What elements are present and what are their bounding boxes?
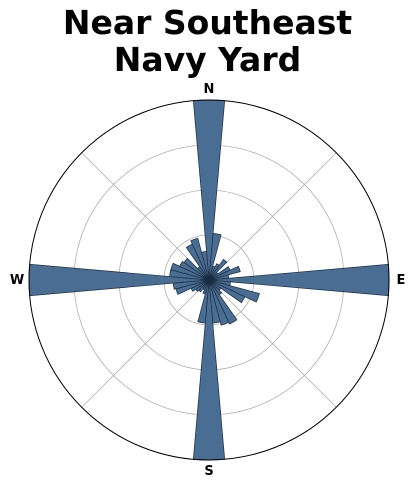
compass-label-s: S	[204, 464, 213, 479]
chart-title-line-2: Navy Yard	[113, 40, 302, 79]
outer-ring	[28, 99, 390, 461]
bar-160	[208, 279, 230, 326]
bar-150	[208, 279, 238, 325]
bar-340	[190, 237, 210, 281]
bar-310	[183, 257, 210, 281]
bar-40	[208, 258, 228, 281]
grid-spoke-225	[81, 279, 210, 408]
compass-label-w: W	[10, 273, 24, 288]
compass-label-n: N	[204, 82, 215, 97]
grid-spoke-135	[208, 279, 337, 408]
bar-120	[208, 279, 246, 304]
bar-300	[179, 260, 210, 281]
bar-350	[201, 250, 210, 281]
bar-70	[208, 265, 241, 281]
polar-bars	[28, 99, 390, 461]
grid-spoke-45	[208, 152, 337, 281]
compass-label-e: E	[397, 273, 406, 288]
chart-title: Near Southeast Navy Yard	[0, 4, 415, 78]
chart-title-line-1: Near Southeast	[62, 3, 353, 42]
